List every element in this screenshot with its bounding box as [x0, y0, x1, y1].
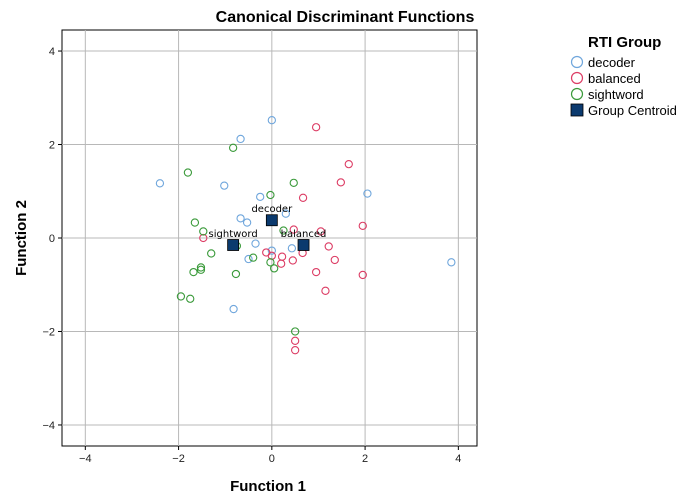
legend-label: Group Centroid — [588, 102, 677, 118]
point-balanced — [344, 159, 353, 169]
y-tick-label: 2 — [49, 140, 55, 152]
point-balanced — [316, 227, 325, 236]
point-sightword — [231, 269, 241, 279]
point-sightword — [176, 292, 186, 301]
point-sightword — [249, 253, 258, 262]
point-decoder — [242, 218, 252, 227]
x-tick-label: 2 — [362, 453, 368, 465]
point-balanced — [199, 233, 208, 243]
y-tick-label: −2 — [42, 326, 55, 338]
point-balanced — [358, 270, 367, 280]
point-balanced — [288, 256, 297, 265]
point-sightword — [183, 168, 193, 177]
point-sightword — [189, 267, 198, 277]
legend-item-balanced: balanced — [568, 70, 677, 86]
axis-ticks: −4 −2 0 2 4 −4 −2 0 2 4 — [42, 46, 461, 465]
point-decoder — [287, 244, 297, 253]
point-decoder — [267, 246, 276, 255]
x-tick-label: 0 — [269, 453, 275, 465]
centroid-balanced — [297, 239, 310, 251]
legend-label: decoder — [588, 54, 635, 70]
point-decoder — [236, 134, 245, 144]
point-sightword — [270, 264, 279, 273]
point-decoder — [229, 304, 238, 314]
point-sightword — [289, 178, 298, 187]
legend-label: sightword — [588, 86, 644, 102]
point-decoder — [251, 239, 260, 248]
y-tick-label: 0 — [49, 233, 55, 245]
point-sightword — [196, 263, 206, 272]
legend-item-sightword: sightword — [568, 86, 677, 102]
point-sightword — [186, 294, 195, 303]
point-balanced — [324, 242, 333, 251]
point-balanced — [289, 225, 298, 234]
x-tick-label: −2 — [172, 453, 185, 465]
point-decoder — [220, 181, 229, 190]
y-axis-title: Function 2 — [13, 200, 30, 276]
group-centroids: decoder sightword balanced — [209, 204, 327, 251]
y-tick-label: −4 — [42, 420, 55, 432]
point-balanced — [277, 252, 287, 261]
filled-square-icon — [570, 103, 584, 117]
point-balanced — [311, 267, 321, 277]
point-decoder — [447, 258, 456, 267]
point-sightword — [207, 249, 216, 258]
open-circle-icon — [570, 87, 584, 101]
centroid-label-decoder: decoder — [251, 204, 293, 215]
centroid-sightword — [227, 239, 240, 251]
point-balanced — [298, 193, 308, 202]
point-sightword — [199, 227, 208, 236]
point-decoder — [155, 179, 165, 188]
centroid-decoder — [265, 214, 278, 227]
point-sightword — [190, 218, 200, 227]
point-balanced — [330, 255, 339, 265]
legend-item-group-centroid: Group Centroid — [568, 102, 677, 118]
legend-label: balanced — [588, 70, 641, 86]
point-balanced — [321, 286, 330, 295]
x-tick-label: −4 — [79, 453, 92, 465]
point-sightword — [266, 258, 275, 267]
point-decoder — [256, 192, 265, 202]
point-balanced — [311, 123, 321, 132]
point-balanced — [290, 336, 300, 345]
legend-item-decoder: decoder — [568, 54, 677, 70]
legend: RTI Group decoder balanced sightword Gro… — [568, 34, 677, 118]
x-axis-title: Function 1 — [230, 478, 306, 495]
point-decoder — [281, 209, 290, 218]
point-sightword — [290, 327, 300, 336]
point-sightword — [228, 143, 238, 152]
centroid-label-balanced: balanced — [281, 229, 327, 240]
data-points — [155, 116, 456, 355]
y-tick-label: 4 — [49, 46, 55, 58]
point-balanced — [336, 178, 345, 187]
centroid-label-sightword: sightword — [209, 229, 258, 240]
point-balanced — [290, 346, 300, 355]
point-sightword — [196, 265, 206, 274]
open-circle-icon — [570, 55, 584, 69]
point-sightword — [279, 226, 288, 235]
legend-title: RTI Group — [588, 34, 662, 51]
gridlines — [62, 30, 477, 446]
point-sightword — [266, 190, 275, 200]
open-circle-icon — [570, 71, 584, 85]
point-balanced — [277, 259, 286, 268]
point-decoder — [267, 116, 276, 125]
point-decoder — [244, 254, 253, 264]
chart-title: Canonical Discriminant Functions — [216, 9, 475, 26]
point-decoder — [363, 189, 372, 198]
x-tick-label: 4 — [455, 453, 461, 465]
point-balanced — [358, 221, 367, 230]
point-decoder — [236, 214, 245, 223]
